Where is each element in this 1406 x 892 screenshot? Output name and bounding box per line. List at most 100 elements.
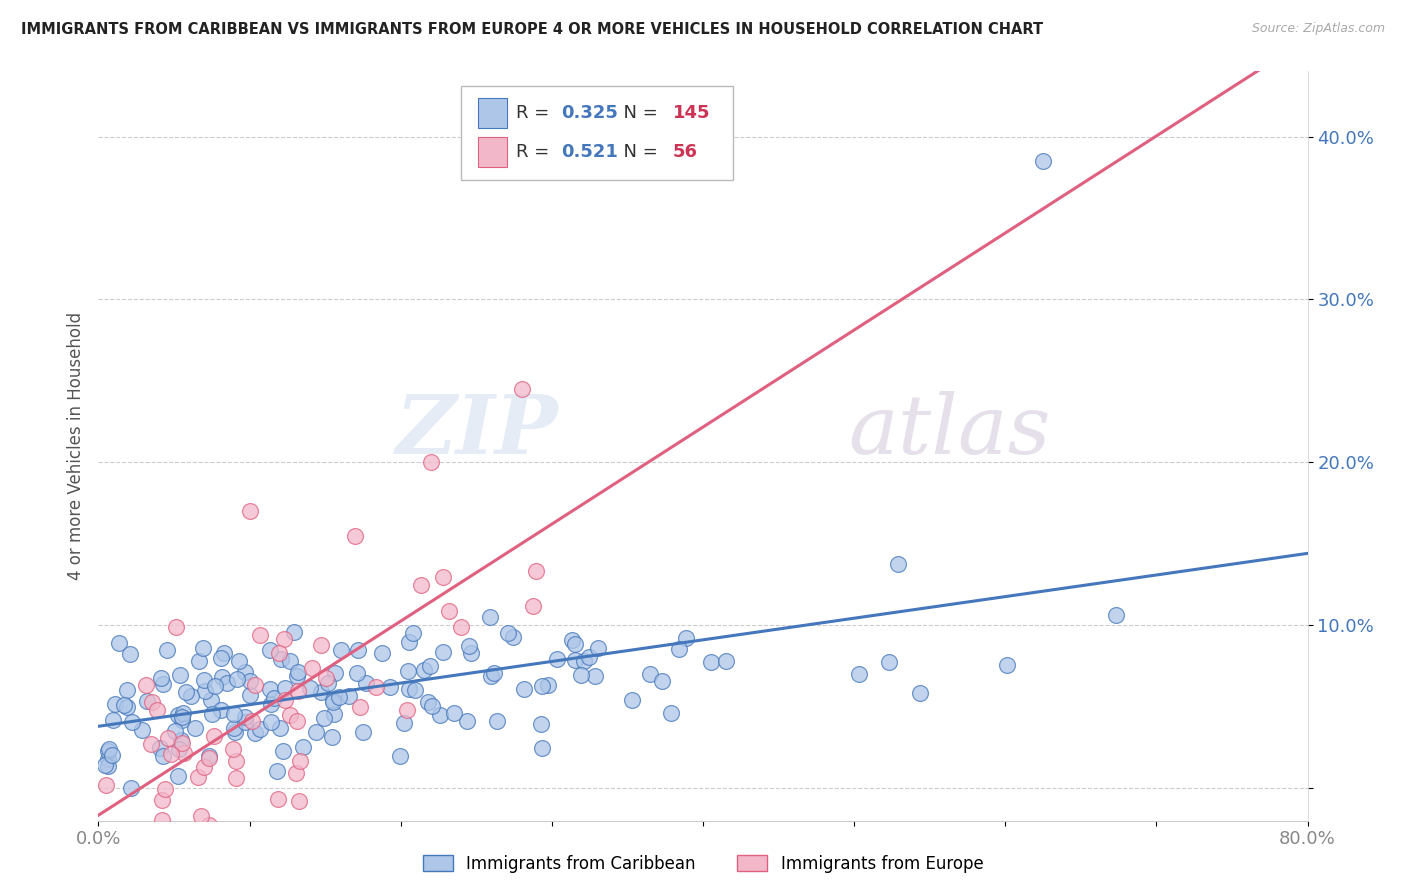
- Point: [322, 692, 344, 706]
- Point: [198, 751, 221, 765]
- Point: [121, 835, 143, 849]
- Point: [312, 710, 335, 724]
- Point: [278, 708, 301, 723]
- Point: [278, 655, 301, 669]
- Point: [149, 740, 172, 755]
- Point: [274, 681, 297, 695]
- Point: [323, 666, 346, 681]
- Point: [486, 714, 509, 729]
- Point: [259, 643, 281, 657]
- Point: [170, 733, 193, 747]
- Point: [269, 646, 291, 660]
- Point: [194, 683, 217, 698]
- Point: [546, 652, 568, 666]
- Text: 0.325: 0.325: [561, 103, 619, 121]
- Point: [273, 743, 295, 757]
- FancyBboxPatch shape: [478, 136, 508, 167]
- Point: [117, 700, 139, 714]
- Point: [496, 625, 519, 640]
- Point: [259, 681, 281, 696]
- Point: [396, 664, 419, 678]
- Point: [263, 690, 285, 705]
- Point: [429, 708, 451, 723]
- Point: [228, 654, 250, 668]
- Point: [152, 748, 174, 763]
- Point: [337, 690, 360, 704]
- Point: [96, 830, 118, 845]
- Point: [222, 722, 245, 736]
- Point: [97, 741, 120, 756]
- Point: [298, 681, 321, 695]
- Point: [638, 666, 661, 681]
- Point: [395, 703, 418, 717]
- Point: [479, 669, 502, 683]
- Point: [456, 714, 478, 728]
- Point: [267, 792, 290, 806]
- Point: [371, 646, 394, 660]
- Point: [322, 695, 344, 709]
- Point: [245, 725, 267, 739]
- Y-axis label: 4 or more Vehicles in Household: 4 or more Vehicles in Household: [66, 312, 84, 580]
- Point: [301, 661, 323, 675]
- Point: [530, 741, 553, 756]
- Point: [146, 703, 169, 717]
- Point: [97, 759, 120, 773]
- Point: [167, 742, 190, 756]
- Text: 56: 56: [673, 143, 697, 161]
- Point: [104, 698, 127, 712]
- Point: [668, 642, 690, 657]
- Point: [266, 764, 288, 778]
- Point: [233, 710, 256, 724]
- Point: [482, 665, 505, 680]
- Point: [209, 651, 232, 665]
- Point: [478, 609, 501, 624]
- Point: [239, 504, 262, 518]
- Point: [259, 715, 281, 730]
- Point: [675, 631, 697, 645]
- Point: [211, 670, 233, 684]
- Text: R =: R =: [516, 103, 554, 121]
- Point: [97, 744, 120, 758]
- Point: [420, 455, 443, 469]
- Point: [356, 676, 378, 690]
- Point: [167, 769, 190, 783]
- Point: [402, 626, 425, 640]
- Point: [531, 679, 554, 693]
- Point: [404, 682, 426, 697]
- Point: [659, 706, 682, 721]
- Point: [877, 655, 900, 669]
- Text: N =: N =: [613, 103, 664, 121]
- Point: [172, 706, 194, 720]
- Point: [240, 714, 263, 728]
- Point: [174, 684, 197, 698]
- Point: [349, 700, 371, 714]
- Point: [318, 676, 340, 690]
- Point: [169, 668, 191, 682]
- Text: ZIP: ZIP: [395, 391, 558, 471]
- Point: [380, 680, 402, 694]
- Text: atlas: atlas: [848, 391, 1050, 471]
- Point: [321, 730, 343, 744]
- Point: [101, 713, 124, 727]
- Legend: Immigrants from Caribbean, Immigrants from Europe: Immigrants from Caribbean, Immigrants fr…: [416, 848, 990, 880]
- Point: [215, 676, 238, 690]
- Point: [460, 646, 482, 660]
- Point: [172, 710, 194, 724]
- Point: [197, 749, 219, 764]
- Point: [328, 690, 350, 705]
- Point: [564, 637, 586, 651]
- Text: Source: ZipAtlas.com: Source: ZipAtlas.com: [1251, 22, 1385, 36]
- Point: [193, 760, 215, 774]
- Point: [569, 668, 592, 682]
- Point: [432, 570, 454, 584]
- Point: [287, 684, 309, 698]
- Point: [239, 673, 262, 688]
- Point: [995, 658, 1018, 673]
- Point: [651, 674, 673, 689]
- Point: [285, 714, 308, 728]
- Point: [190, 809, 212, 823]
- Point: [524, 564, 547, 578]
- Point: [910, 686, 932, 700]
- Point: [135, 678, 157, 692]
- Point: [129, 830, 152, 845]
